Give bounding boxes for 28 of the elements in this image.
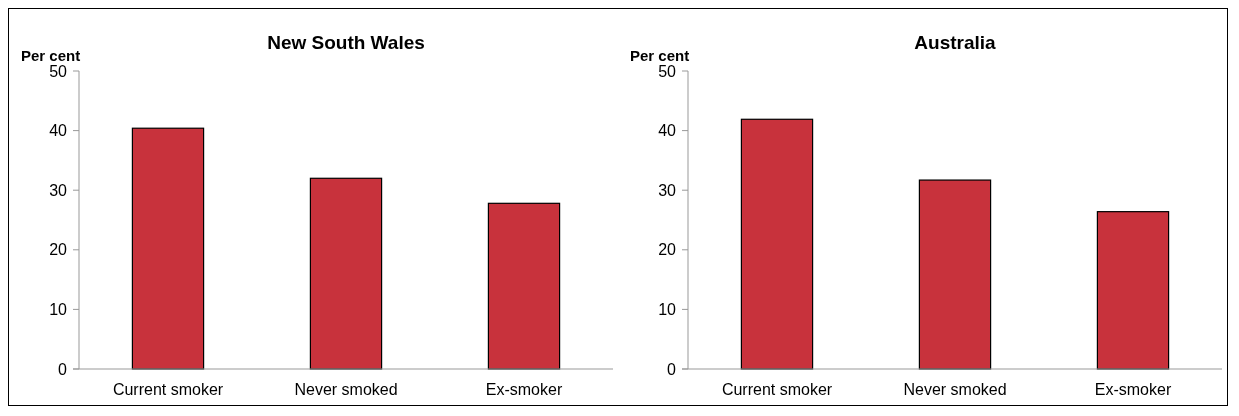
bar	[487, 202, 561, 370]
y-tick-label: 30	[658, 181, 677, 199]
y-axis-title: Per cent	[630, 47, 690, 64]
y-tick-label: 0	[667, 360, 677, 378]
y-tick-label: 40	[658, 122, 677, 140]
x-tick-label: Current smoker	[112, 381, 224, 398]
y-tick-label: 30	[49, 181, 68, 199]
bar	[309, 177, 383, 370]
y-tick-label: 20	[658, 241, 677, 259]
y-axis-title: Per cent	[21, 47, 81, 64]
y-tick-label: 10	[658, 301, 677, 318]
bar	[1096, 211, 1170, 370]
x-tick-label: Never smoked	[903, 381, 1007, 398]
x-tick-label: Ex-smoker	[485, 381, 563, 398]
y-tick-label: 50	[49, 62, 68, 80]
x-tick-label: Ex-smoker	[1094, 381, 1172, 398]
chart-title: New South Wales	[267, 32, 425, 53]
y-tick-label: 40	[49, 122, 68, 140]
bar	[131, 127, 205, 370]
y-tick-label: 10	[49, 301, 68, 318]
x-tick-label: Current smoker	[721, 381, 833, 398]
y-tick-label: 20	[49, 241, 68, 259]
x-tick-label: Never smoked	[294, 381, 398, 398]
y-tick-label: 0	[58, 360, 68, 378]
chart-title: Australia	[914, 32, 997, 53]
bar	[740, 118, 814, 370]
y-tick-label: 50	[658, 62, 677, 80]
bar	[918, 179, 992, 370]
